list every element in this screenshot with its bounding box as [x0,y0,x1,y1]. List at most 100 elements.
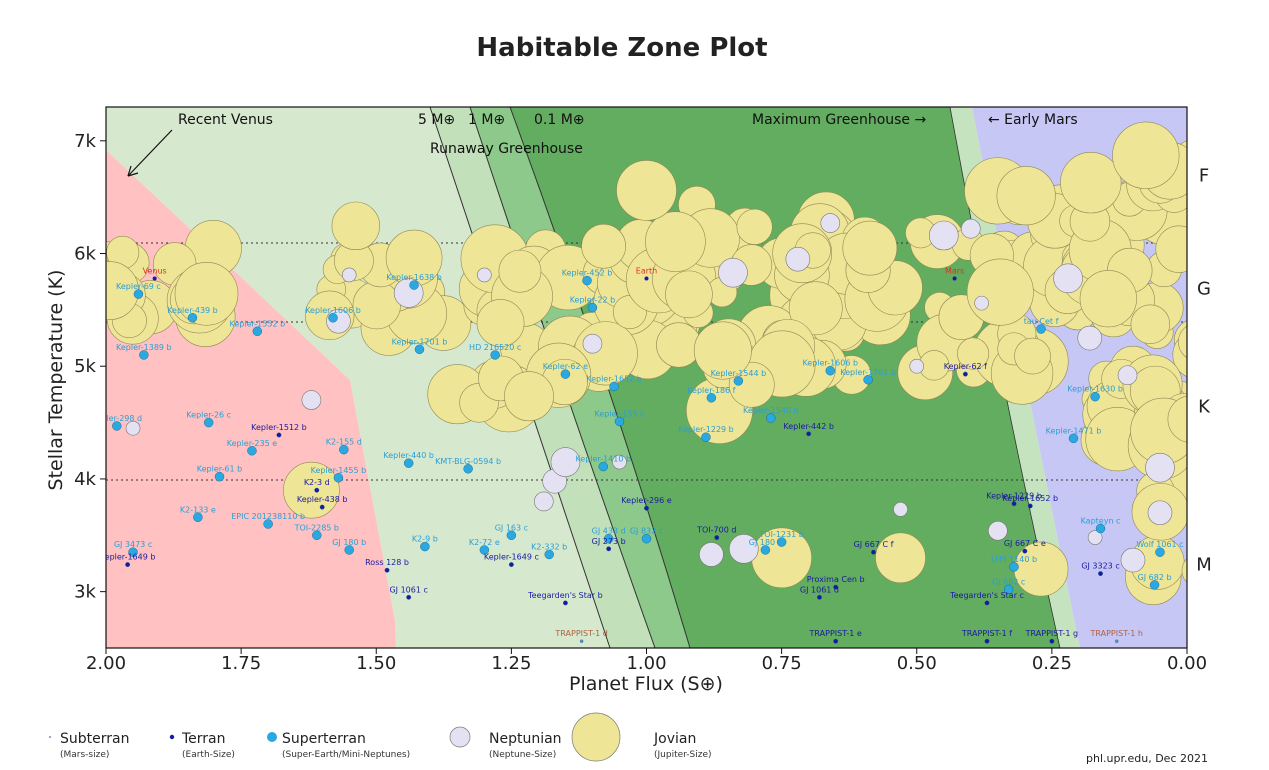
neptunian-planet [1120,547,1146,573]
planet-superterran [760,545,771,555]
jovian-planet [498,249,542,293]
jovian-planet [693,321,752,380]
planet-label: GJ 832 c [630,527,663,536]
planet-label: Kepler-1410 b [575,455,631,464]
planet-label: GJ 667 C e [1004,539,1046,548]
neptunian-planet [1053,263,1083,294]
neptunian-planet [718,257,748,288]
planet-label: Kepler-69 c [116,282,161,291]
planet-label: K2-133 e [180,505,216,514]
planet-label: GJ 163 c [495,523,528,532]
neptunian-planet [534,491,554,512]
x-tick-label: 0.25 [1032,653,1072,674]
planet-label: Proxima Cen b [807,575,865,584]
planet-label: Kepler-1606 b [802,359,858,368]
x-tick-label: 0.00 [1167,653,1207,674]
legend-swatch-superterran [267,732,277,742]
planet-label: Kepler-442 b [783,422,834,431]
planet-label: Kepler-61 b [197,465,242,474]
planet-label: tau Cet f [1024,317,1059,326]
planet-label: GJ 180 c [749,538,782,547]
jovian-planet [1112,121,1180,189]
legend-label-superterran: Superterran [282,731,366,747]
spectral-type-f: F [1199,166,1209,187]
legend-desc-jovian: (Jupiter-Size) [654,750,712,760]
neptunian-planet [341,267,357,283]
planet-terran [125,562,131,567]
planet-terran [962,371,968,377]
jovian-planet [1013,541,1069,597]
y-tick-label: 4k [74,469,96,490]
planet-label: Kepler-1552 b [230,319,286,328]
planet-subterran [1115,639,1119,643]
planet-superterran [1036,324,1046,334]
spectral-type-k: K [1198,397,1211,418]
annot-runaway: Runaway Greenhouse [430,141,583,157]
planet-superterran [479,545,490,555]
planet-superterran [701,432,711,442]
x-axis-title: Planet Flux (S⊕) [569,673,723,695]
legend-swatch-neptunian [449,726,471,748]
planet-terran [314,487,320,493]
legend-desc-superterran: (Super-Earth/Mini-Neptunes) [282,750,410,760]
neptunian-planets [125,213,1175,573]
planet-label: K2-72 e [469,538,500,547]
planet-superterran [133,289,144,299]
annot-max-greenhouse: Maximum Greenhouse → [752,112,926,128]
planet-label: Kepler-22 b [570,296,615,305]
planet-label: GJ 180 b [332,538,366,547]
neptunian-planet [550,447,581,477]
neptunian-planet [1077,325,1103,351]
planet-label: Kepler-1638 b [386,273,442,282]
spectral-type-g: G [1197,278,1211,299]
planet-label: TRAPPIST-1 d [554,629,607,638]
planet-label: GJ 682 b [1138,573,1172,582]
planet-superterran [706,393,717,403]
jovian-planet [581,223,626,269]
neptunian-planet [820,213,841,233]
planet-superterran [598,461,608,472]
planet-terran [806,431,812,437]
planet-superterran [187,313,198,323]
planet-label: GJ 3473 c [114,540,152,549]
planet-label: TOI-700 d [696,526,736,535]
planet-label: Ross 128 b [365,558,409,567]
planet-label: Kepler-1229 b [678,425,734,434]
x-axis: 2.00 1.75 1.50 1.25 1.00 0.75 0.50 0.25 0.00 [86,648,1207,674]
planet-label: Kepler-1540 b [743,406,799,415]
annot-mass-1: 1 M⊕ [468,112,505,128]
planet-label: TOI-1231 b [758,530,803,539]
planet-superterran [339,444,349,455]
chart-title: Habitable Zone Plot [476,33,767,63]
jovian-planet [1155,225,1187,273]
planet-superterran [193,512,203,522]
solar-label-mars: Mars [945,267,964,276]
planet-label: Kepler-1229 b [986,492,1042,501]
planet-label: Kapteyn c [1081,517,1121,526]
credit-text: phl.upr.edu, Dec 2021 [1086,752,1208,765]
small-planets [112,275,1165,644]
legend-desc-subterran: (Mars-size) [60,750,109,760]
jovian-planet [1079,270,1137,328]
planet-label: Kepler-1512 b [251,423,307,432]
neptunian-planet [477,267,492,283]
jovian-planet [504,371,554,422]
planet-label: Kepler-1649 b [100,553,156,562]
planet-label: K2-9 b [412,535,438,544]
planet-superterran [463,464,473,474]
planet-label: Kepler-1455 b [311,466,367,475]
planet-terran [1011,501,1017,507]
jovian-planet [736,208,773,245]
planet-terran [984,638,990,644]
recent-venus-arrow [127,129,173,177]
planet-terran [714,535,720,540]
planet-superterran [490,350,500,360]
planet-superterran [1009,562,1019,572]
neptunian-planet [728,534,759,564]
planet-label: Kepler-298 d [92,414,143,423]
planet-label: Kepler-62 e [543,362,588,371]
planet-label: Kepler-1652 b [1002,494,1058,503]
planet-label: TOI-2285 b [294,523,339,532]
planet-superterran [403,458,414,468]
